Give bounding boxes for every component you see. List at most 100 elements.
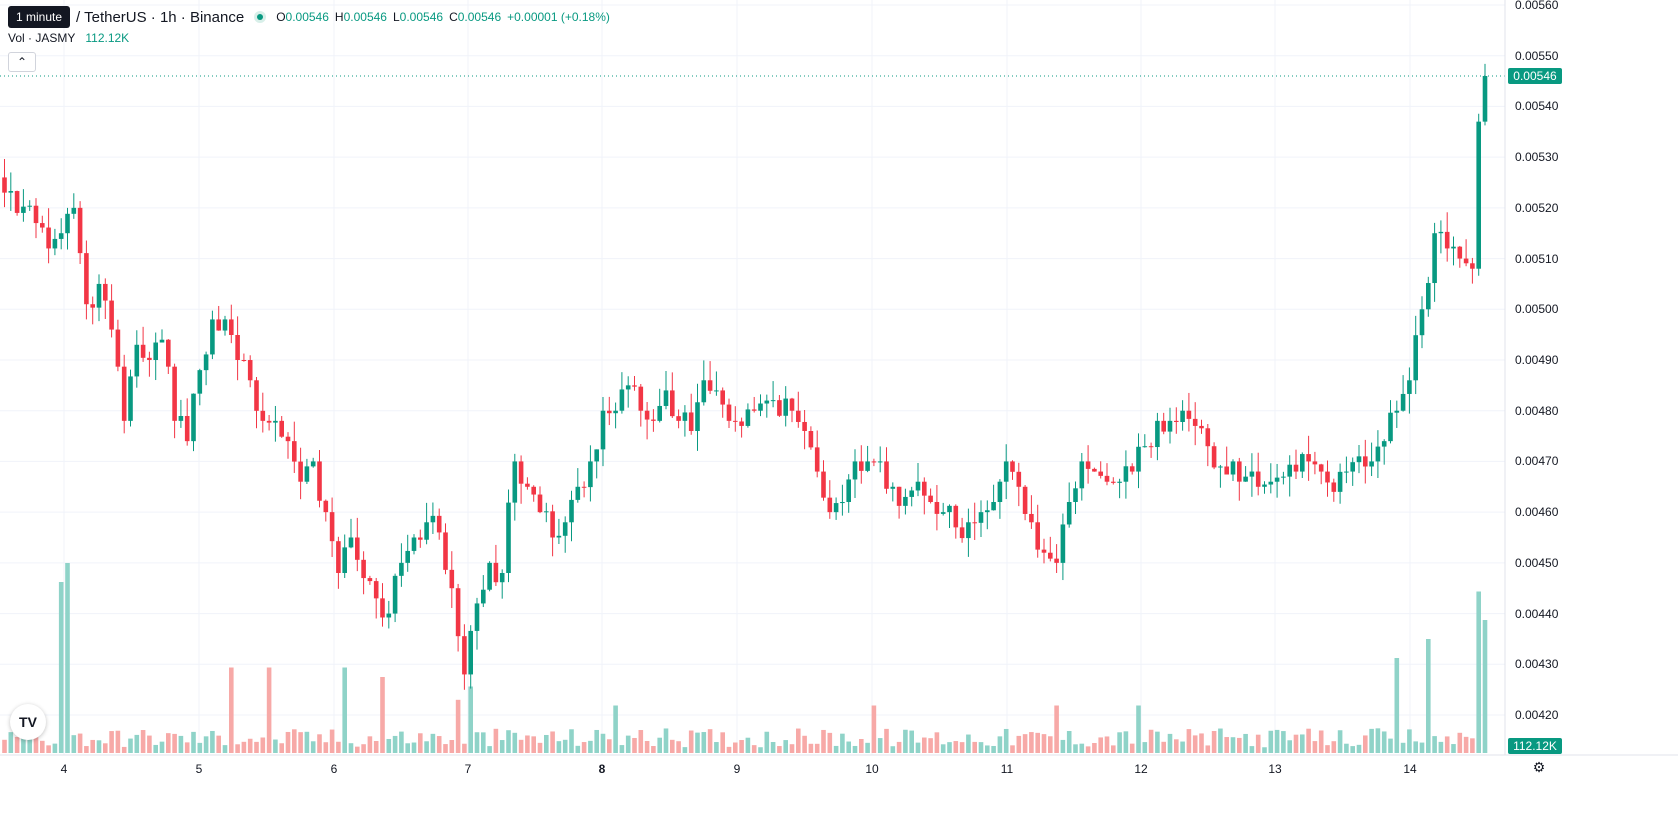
candle-body xyxy=(40,223,45,228)
volume-bar xyxy=(1274,729,1280,753)
volume-bar xyxy=(40,740,45,753)
volume-bar xyxy=(1224,737,1229,753)
volume-bar xyxy=(1293,734,1299,753)
volume-bar xyxy=(1060,739,1066,753)
volume-bar xyxy=(481,732,486,753)
volume-bar xyxy=(222,745,228,753)
symbol-title[interactable]: / TetherUS · 1h · Binance xyxy=(76,8,245,26)
candle-body xyxy=(474,603,480,631)
candle-body xyxy=(77,207,83,254)
candle-body xyxy=(386,613,392,618)
volume-bar xyxy=(191,731,196,753)
volume-bar xyxy=(310,741,316,753)
candle-body xyxy=(733,420,738,422)
candle-body xyxy=(663,390,669,406)
candle-body xyxy=(1363,456,1368,467)
volume-bar xyxy=(1003,728,1009,753)
volume-bar xyxy=(1192,735,1198,753)
candle-body xyxy=(562,522,568,536)
candle-body xyxy=(247,360,253,381)
volume-bar xyxy=(770,741,776,753)
candle-body xyxy=(367,578,373,582)
candle-body xyxy=(1388,412,1393,442)
volume-bar xyxy=(159,741,165,753)
volume-bar xyxy=(581,742,587,753)
candle-body xyxy=(1161,420,1166,432)
candle-body xyxy=(821,471,826,498)
candle-body xyxy=(1293,464,1299,472)
candle-body xyxy=(1482,76,1488,122)
volume-bar xyxy=(1375,728,1381,753)
volume-bar xyxy=(934,732,940,753)
volume-bar xyxy=(1029,732,1034,753)
candle-body xyxy=(1331,482,1337,492)
volume-bar xyxy=(619,745,625,753)
volume-bar xyxy=(556,741,562,753)
volume-bar xyxy=(1306,728,1311,753)
volume-bar xyxy=(1356,744,1362,753)
volume-bar xyxy=(1218,728,1223,753)
candle-body xyxy=(1192,418,1198,426)
candle-body xyxy=(600,410,606,450)
candle-body xyxy=(254,380,259,411)
volume-bar xyxy=(594,729,599,753)
volume-bar xyxy=(777,746,782,753)
candle-body xyxy=(953,505,959,528)
candle-body xyxy=(499,573,505,583)
candle-body xyxy=(1054,558,1059,563)
volume-bar xyxy=(1148,729,1154,753)
volume-bar xyxy=(77,733,83,753)
candle-body xyxy=(1268,481,1274,485)
legend-header: 1 minute / TetherUS · 1h · Binance O0.00… xyxy=(8,6,610,28)
candle-body xyxy=(487,562,492,590)
candle-body xyxy=(701,380,707,403)
candle-body xyxy=(739,421,744,426)
collapse-legend-button[interactable]: ⌃ xyxy=(8,52,36,72)
candle-body xyxy=(1048,552,1053,559)
volume-bar xyxy=(430,733,436,753)
tradingview-logo-icon[interactable]: TV xyxy=(10,704,46,740)
candle-body xyxy=(424,522,429,540)
candle-body xyxy=(222,319,228,331)
volume-bar xyxy=(632,737,637,753)
candle-body xyxy=(1243,476,1248,482)
candle-body xyxy=(1155,420,1160,448)
candle-body xyxy=(1073,488,1078,502)
volume-bar xyxy=(720,732,725,753)
volume-bar xyxy=(1066,731,1072,753)
candle-body xyxy=(959,527,965,539)
volume-bar xyxy=(726,746,732,753)
candle-body xyxy=(52,238,58,249)
volume-bar xyxy=(796,728,801,753)
candle-body xyxy=(184,415,190,442)
volume-bar xyxy=(1281,731,1286,753)
volume-bar xyxy=(109,731,114,753)
volume-bar xyxy=(922,737,927,753)
candle-body xyxy=(159,339,165,343)
volume-bar xyxy=(1407,729,1412,753)
volume-bar xyxy=(1419,742,1425,753)
volume-bar xyxy=(1300,734,1305,753)
volume-bar xyxy=(833,745,839,753)
market-status-icon[interactable] xyxy=(254,11,267,23)
candle-body xyxy=(833,503,839,513)
gear-icon[interactable]: ⚙ xyxy=(1532,758,1546,775)
price-tick-label: 0.00470 xyxy=(1515,454,1559,469)
candle-body xyxy=(1287,464,1292,477)
candle-body xyxy=(1344,471,1349,473)
candle-body xyxy=(1148,446,1154,448)
volume-bar xyxy=(978,742,984,753)
candle-body xyxy=(65,213,70,234)
volume-bar xyxy=(71,735,77,753)
volume-bar xyxy=(1249,746,1255,753)
volume-bar xyxy=(1180,741,1185,753)
volume-bar xyxy=(292,729,297,753)
volume-bar xyxy=(1041,734,1047,753)
open-value: O0.00546 xyxy=(276,10,329,24)
candle-body xyxy=(922,481,927,496)
candle-body xyxy=(285,436,291,442)
candle-body xyxy=(216,319,221,331)
volume-bar xyxy=(1337,730,1343,753)
volume-bar xyxy=(1262,747,1267,753)
